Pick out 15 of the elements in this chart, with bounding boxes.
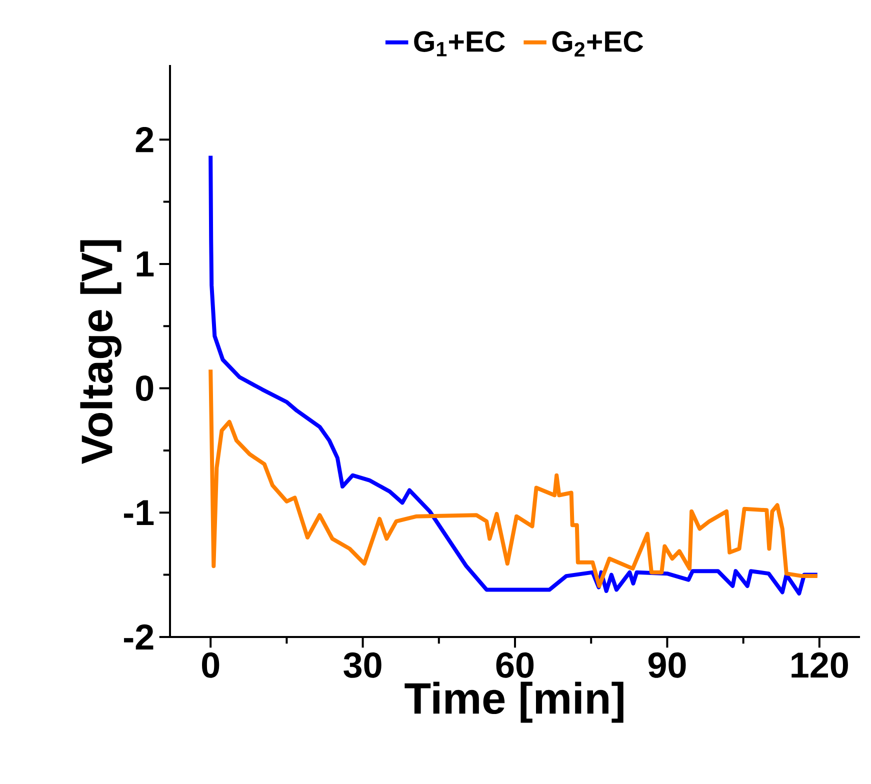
y-tick-label: -2 [124, 624, 154, 650]
line-series [208, 368, 820, 588]
legend-label: G$_{2}$+EC [552, 31, 644, 56]
y-tick-label: 1 [136, 252, 154, 276]
x-tick-label: 0 [202, 652, 220, 678]
x-tick-label: 120 [792, 652, 848, 678]
legend-label: G$_{1}$+EC [414, 31, 505, 56]
y-axis-title: Voltage [V] [80, 240, 122, 464]
x-axis-title: Time [min] [404, 682, 624, 723]
y-tick-label: 2 [136, 127, 154, 152]
x-tick-label: 90 [648, 652, 686, 678]
y-tick-label: -1 [124, 500, 154, 526]
x-tick-label: 30 [344, 652, 382, 678]
y-tick-label: 0 [136, 376, 154, 402]
x-tick-label: 60 [496, 652, 534, 678]
